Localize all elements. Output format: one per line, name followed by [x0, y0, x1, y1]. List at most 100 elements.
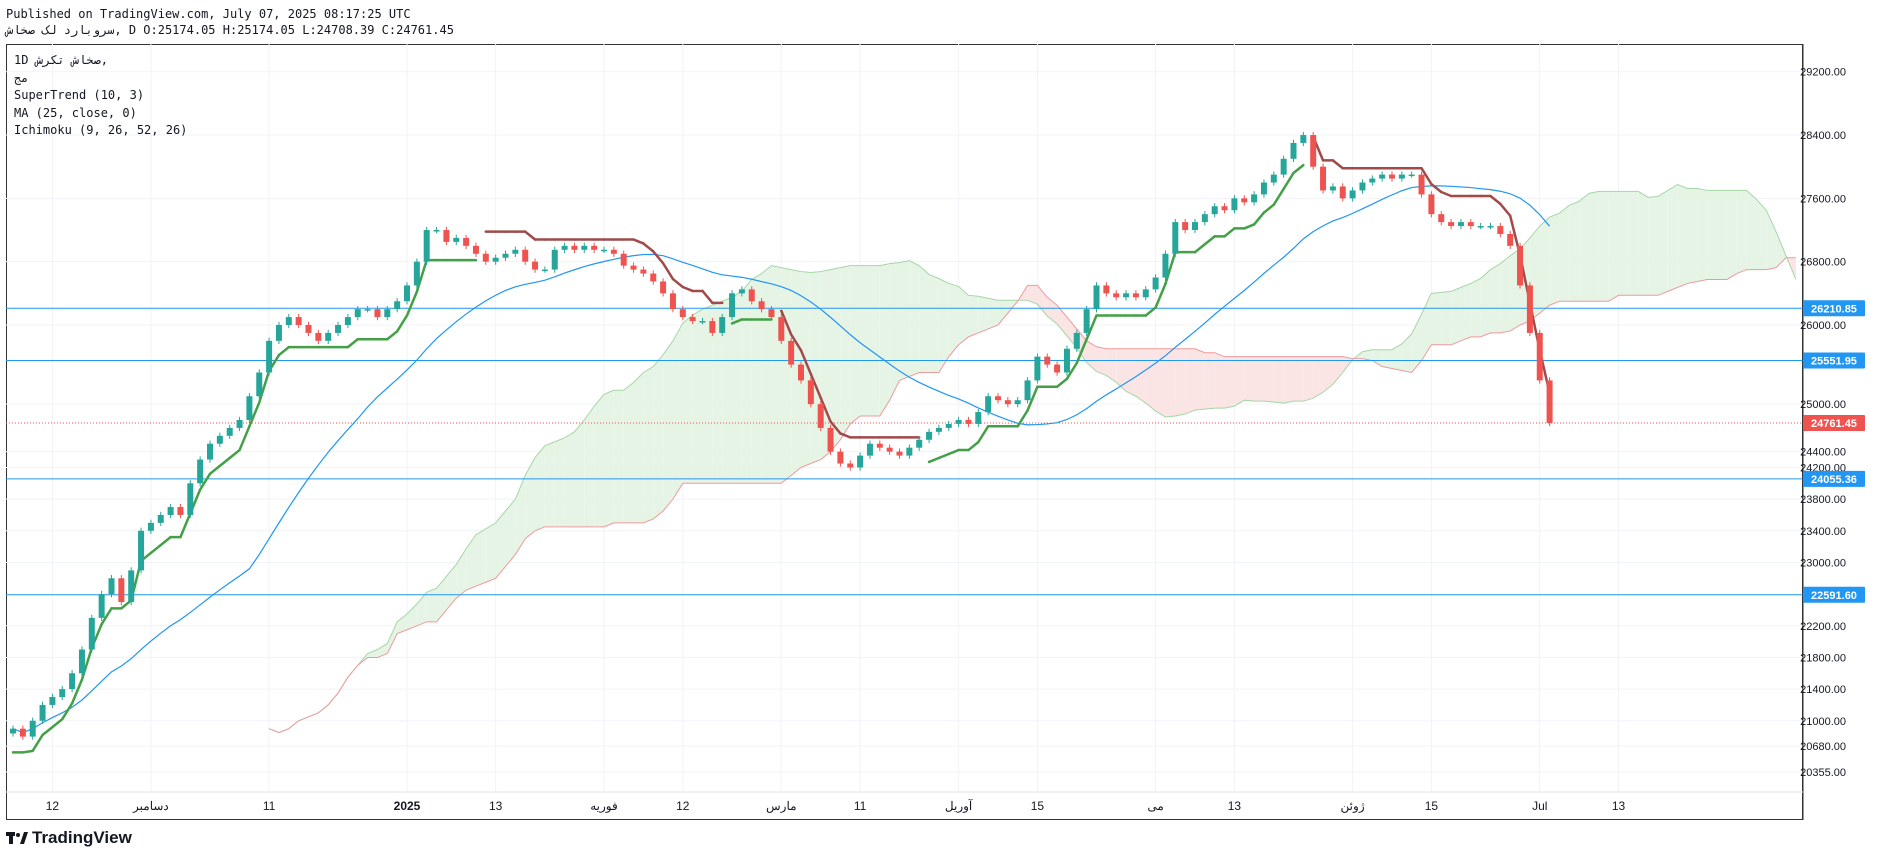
supertrend-segment	[947, 448, 960, 456]
supertrend-segment	[1243, 223, 1256, 230]
supertrend-segment	[41, 725, 54, 737]
supertrend-segment	[1499, 202, 1512, 218]
candle-body	[275, 324, 282, 341]
candle-body	[1349, 190, 1356, 199]
candle-body	[325, 332, 332, 341]
ichimoku-cloud-segment	[919, 265, 930, 373]
level-price-tag: 22591.60	[1811, 590, 1857, 602]
candle-body	[1172, 222, 1179, 254]
candle-body	[1182, 222, 1189, 231]
candle-body	[502, 253, 509, 258]
supertrend-segment	[198, 472, 212, 491]
candle-body	[1310, 135, 1317, 167]
candle-body	[857, 455, 864, 468]
supertrend-segment	[1489, 194, 1502, 206]
ichimoku-cloud-segment	[1382, 349, 1392, 369]
ichimoku-cloud-segment	[741, 279, 752, 484]
ichimoku-cloud-segment	[1490, 263, 1501, 333]
supertrend-segment	[1164, 250, 1177, 286]
supertrend-segment	[277, 345, 291, 357]
ichimoku-cloud-segment	[495, 511, 506, 579]
candle-body	[1073, 332, 1080, 349]
supertrend-segment	[1055, 377, 1069, 388]
ichimoku-cloud-segment	[416, 592, 427, 626]
ichimoku-cloud-segment	[554, 437, 565, 527]
ichimoku-cloud-segment	[810, 271, 821, 464]
supertrend-segment	[730, 318, 744, 325]
y-tick-label: 24400.00	[1800, 447, 1846, 459]
candle-body	[1526, 285, 1533, 333]
candle-body	[798, 364, 804, 381]
candle-body	[1093, 285, 1100, 310]
legend-ichimoku[interactable]: Ichimoku (9, 26, 52, 26)	[14, 123, 188, 137]
candle-body	[532, 261, 539, 270]
ichimoku-cloud-segment	[485, 522, 496, 583]
ichimoku-cloud-segment	[1323, 356, 1333, 393]
ichimoku-cloud-segment	[1480, 269, 1491, 337]
candle-body	[738, 289, 745, 294]
ichimoku-cloud-segment	[988, 298, 998, 329]
candle-body	[29, 720, 36, 737]
ichimoku-cloud-segment	[732, 291, 742, 484]
level-price-tag-bg	[1803, 300, 1865, 317]
supertrend-segment	[819, 396, 832, 423]
ichimoku-cloud-segment	[1687, 188, 1698, 284]
ichimoku-cloud-segment	[1697, 188, 1708, 282]
ichimoku-cloud-segment	[722, 297, 733, 484]
supertrend-segment	[31, 733, 44, 753]
ichimoku-cloud-segment	[712, 301, 723, 484]
supertrend-segment	[1065, 361, 1079, 381]
candle-body	[305, 324, 312, 333]
candle-body	[1398, 174, 1405, 179]
ichimoku-cloud-segment	[1589, 191, 1599, 302]
supertrend-segment	[1430, 182, 1443, 194]
legend-supertrend[interactable]: SuperTrend (10, 3)	[14, 88, 145, 102]
candle-body	[660, 281, 667, 294]
candle-body	[354, 309, 361, 318]
candle-body	[1251, 194, 1258, 203]
legend-ma[interactable]: MA (25, close, 0)	[14, 105, 137, 120]
supertrend-segment	[346, 337, 359, 349]
candle-body	[1359, 182, 1366, 191]
candle-body	[266, 340, 273, 373]
supertrend-segment	[80, 646, 94, 681]
ichimoku-cloud-segment	[1638, 191, 1649, 296]
candle-body	[1418, 174, 1425, 195]
supertrend-segment	[415, 258, 428, 294]
ichimoku-cloud-segment	[899, 260, 910, 381]
candle-body	[827, 427, 834, 452]
candle-body	[226, 427, 233, 436]
ichimoku-cloud-segment	[1165, 348, 1176, 418]
supertrend-segment	[208, 464, 222, 476]
ichimoku-cloud-segment	[387, 621, 398, 654]
ichimoku-cloud-segment	[623, 382, 634, 523]
supertrend-segment	[1203, 235, 1216, 246]
ichimoku-cloud-segment	[682, 315, 693, 484]
ichimoku-cloud-segment	[1086, 340, 1097, 372]
ichimoku-cloud-segment	[1204, 352, 1215, 410]
candle-body	[1546, 380, 1553, 424]
candle-body	[216, 435, 223, 444]
supertrend-segment	[652, 250, 665, 265]
ichimoku-cloud-segment	[1648, 196, 1658, 296]
ichimoku-cloud-segment	[1126, 348, 1136, 397]
ichimoku-cloud-segment	[672, 323, 683, 500]
supertrend-segment	[1272, 187, 1285, 206]
ichimoku-cloud-segment	[1746, 190, 1757, 270]
candle-body	[551, 249, 558, 270]
ichimoku-cloud-segment	[1431, 292, 1442, 345]
candle-body	[758, 301, 765, 310]
supertrend-segment	[258, 369, 271, 404]
ichimoku-cloud-segment	[1579, 193, 1589, 302]
candle-body	[88, 617, 95, 650]
level-price-tag-bg	[1803, 352, 1865, 369]
tradingview-logo[interactable]: TradingView	[6, 828, 132, 848]
supertrend-segment	[1262, 203, 1276, 214]
ichimoku-cloud-segment	[771, 265, 782, 484]
ichimoku-cloud-segment	[948, 283, 959, 357]
candle-body	[689, 317, 696, 322]
ichimoku-cloud-segment	[633, 372, 644, 523]
candle-body	[1123, 293, 1130, 298]
y-tick-label: 28400.00	[1800, 130, 1846, 142]
